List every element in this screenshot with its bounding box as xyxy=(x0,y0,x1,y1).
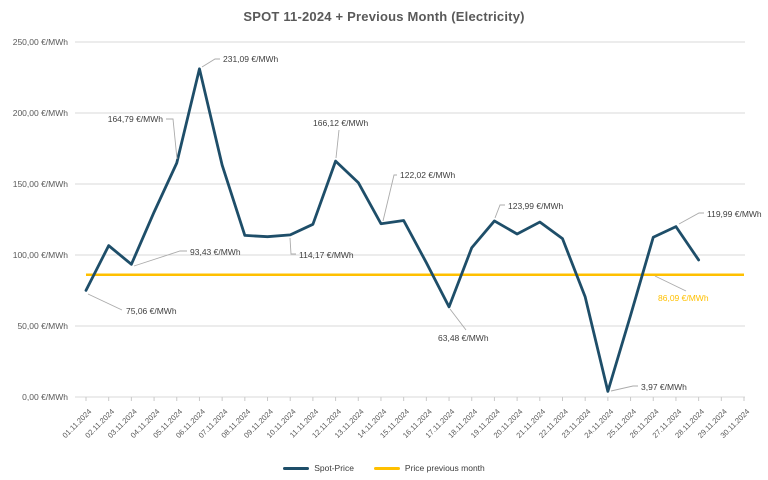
y-axis-label: 50,00 €/MWh xyxy=(17,321,68,331)
previous-month-line-swatch xyxy=(373,466,400,470)
annotation-leader xyxy=(654,275,687,292)
annotation-leader xyxy=(678,212,704,225)
y-axis-label: 150,00 €/MWh xyxy=(13,179,69,189)
y-axis-label: 0,00 €/MWh xyxy=(22,392,68,402)
annotation-leader xyxy=(166,118,178,160)
annotation-label: 164,79 €/MWh xyxy=(108,114,164,124)
y-axis-label: 100,00 €/MWh xyxy=(13,250,69,260)
annotation-label: 123,99 €/MWh xyxy=(508,201,564,211)
y-axis-label: 200,00 €/MWh xyxy=(13,108,69,118)
legend-label-price-previous-month: Price previous month xyxy=(404,463,485,473)
annotation-label: 166,12 €/MWh xyxy=(313,118,369,128)
annotation-leader xyxy=(201,58,220,68)
annotation-leader xyxy=(449,308,467,331)
annotation-label: 93,43 €/MWh xyxy=(190,247,241,257)
annotation-label: 119,99 €/MWh xyxy=(707,209,762,219)
legend-label-spot-price: Spot-Price xyxy=(314,463,354,473)
annotation-label: 63,48 €/MWh xyxy=(438,333,489,343)
annotation-label: 122,02 €/MWh xyxy=(400,170,456,180)
annotation-leader xyxy=(335,129,340,159)
chart-title: SPOT 11-2024 + Previous Month (Electrici… xyxy=(243,9,525,24)
y-axis-label: 250,00 €/MWh xyxy=(13,37,69,47)
annotation-label: 114,17 €/MWh xyxy=(299,250,354,260)
annotation-leader xyxy=(494,204,505,219)
legend-item-spot-price[interactable]: Spot-Price xyxy=(283,463,354,473)
annotation-label: 75,06 €/MWh xyxy=(126,306,177,316)
annotation-leader xyxy=(133,250,187,267)
annotation-leader xyxy=(87,293,123,311)
annotation-label: 86,09 €/MWh xyxy=(658,293,709,303)
spot-price-line-swatch xyxy=(283,466,310,470)
chart-legend: Spot-Price Price previous month xyxy=(0,463,768,473)
annotation-leader xyxy=(382,174,397,222)
annotation-leader xyxy=(289,237,296,255)
legend-item-price-previous-month[interactable]: Price previous month xyxy=(373,463,485,473)
annotation-leader xyxy=(610,385,638,392)
spot-price-line xyxy=(84,67,701,393)
annotation-label: 3,97 €/MWh xyxy=(641,382,687,392)
annotation-label: 231,09 €/MWh xyxy=(223,54,279,64)
